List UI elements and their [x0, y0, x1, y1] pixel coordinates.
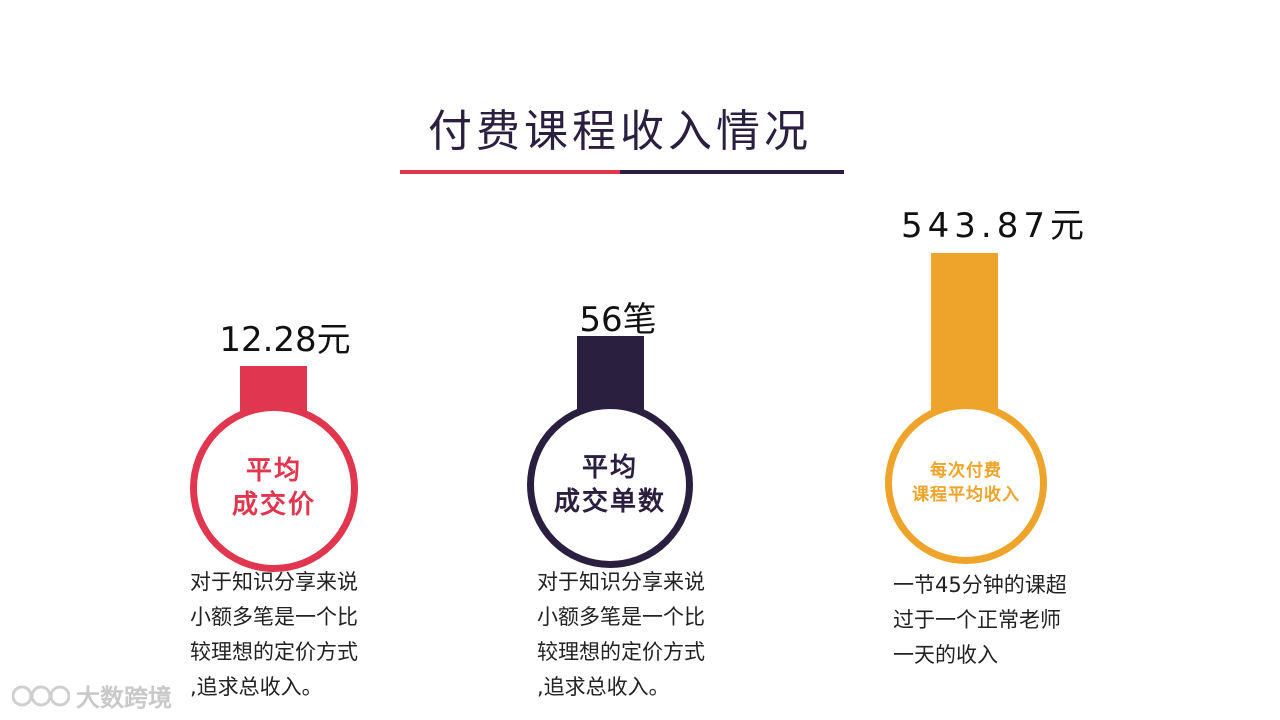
description-line: 小额多笔是一个比: [190, 605, 358, 629]
description-line: 过于一个正常老师: [893, 608, 1061, 632]
description-line: 一节45分钟的课超: [893, 573, 1067, 597]
circle-avg-price: 平均 成交价: [190, 404, 358, 572]
description-line: 小额多笔是一个比: [537, 605, 705, 629]
description-line: 对于知识分享来说: [190, 570, 358, 594]
watermark-text: 大数跨境: [76, 684, 172, 712]
circle-label-line: 课程平均收入: [912, 485, 1020, 505]
circle-label-line: 成交价: [231, 490, 316, 520]
description-line: ,追求总收入。: [537, 675, 670, 699]
watermark-logo-icon: [12, 685, 70, 706]
title-underline-right: [620, 170, 844, 174]
description-avg-income: 一节45分钟的课超 过于一个正常老师 一天的收入: [893, 568, 1103, 673]
circle-label-line: 平均: [245, 456, 302, 486]
circle-label-line: 平均: [581, 453, 638, 483]
circle-label-line: 成交单数: [553, 487, 666, 517]
circle-label-line: 每次付费: [930, 461, 1002, 481]
title-underline-left: [400, 170, 620, 174]
circle-avg-income: 每次付费 课程平均收入: [885, 402, 1047, 564]
circle-avg-orders: 平均 成交单数: [527, 402, 693, 568]
description-avg-orders: 对于知识分享来说 小额多笔是一个比 较理想的定价方式 ,追求总收入。: [537, 565, 747, 705]
value-label-avg-orders: 56笔: [579, 300, 657, 340]
watermark: 大数跨境: [12, 678, 172, 713]
description-line: 较理想的定价方式: [190, 640, 358, 664]
description-line: 一天的收入: [893, 643, 998, 667]
value-label-avg-price: 12.28元: [219, 320, 351, 360]
bar-avg-income: [931, 253, 998, 418]
description-avg-price: 对于知识分享来说 小额多笔是一个比 较理想的定价方式 ,追求总收入。: [190, 565, 400, 705]
description-line: 对于知识分享来说: [537, 570, 705, 594]
description-line: ,追求总收入。: [190, 675, 323, 699]
value-label-avg-income: 543.87元: [901, 206, 1089, 246]
description-line: 较理想的定价方式: [537, 640, 705, 664]
page-title: 付费课程收入情况: [428, 106, 812, 157]
